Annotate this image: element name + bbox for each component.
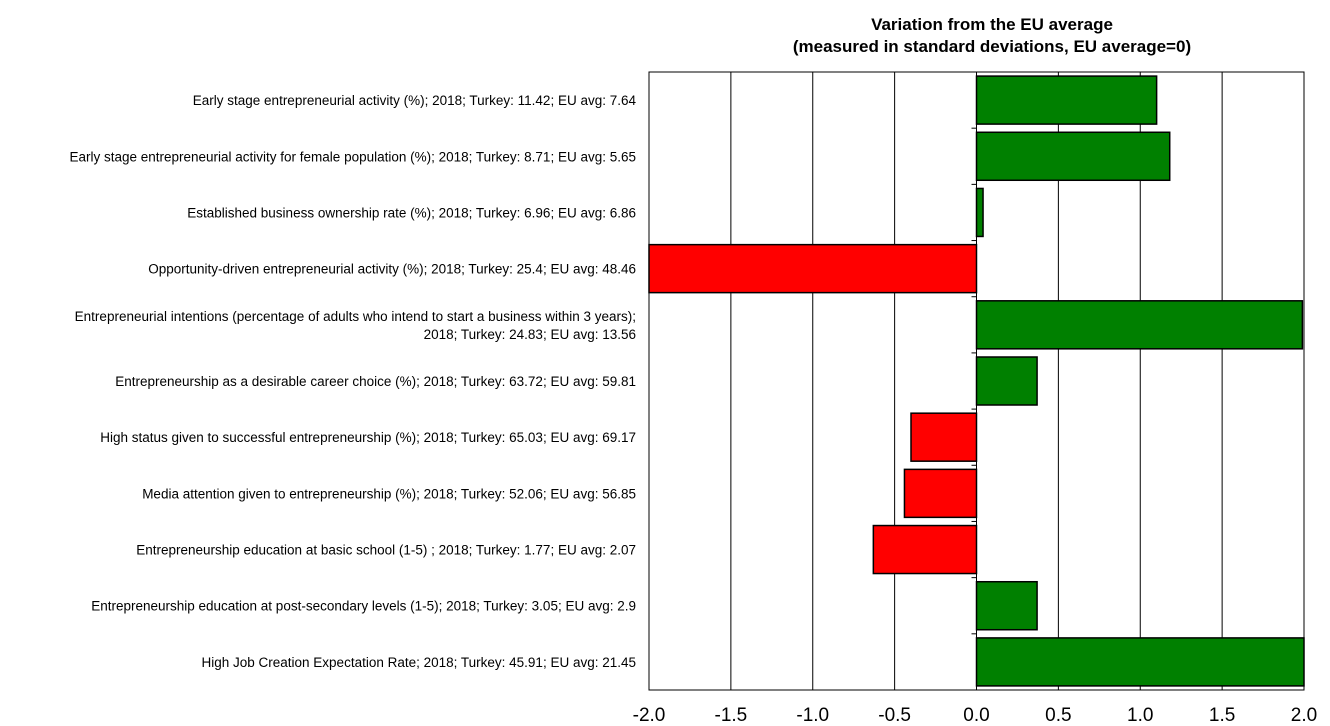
bar: [975, 580, 1038, 631]
bar: [872, 524, 978, 575]
category-label: 2018; Turkey: 24.83; EU avg: 13.56: [424, 327, 636, 342]
chart-title: Variation from the EU average: [871, 15, 1113, 34]
category-label: Media attention given to entrepreneurshi…: [142, 486, 636, 501]
bar: [910, 412, 978, 462]
x-tick-label: -2.0: [633, 705, 666, 726]
plot-frame: [648, 71, 1305, 691]
category-label: High status given to successful entrepre…: [100, 430, 636, 445]
category-labels: Early stage entrepreneurial activity (%)…: [69, 93, 636, 670]
x-tick-label: 0.0: [963, 705, 989, 726]
bar: [648, 243, 978, 294]
category-label: Established business ownership rate (%);…: [187, 205, 636, 220]
category-label: Early stage entrepreneurial activity for…: [69, 149, 636, 164]
x-tick-label: 1.5: [1209, 705, 1235, 726]
category-label: Entrepreneurship as a desirable career c…: [115, 374, 636, 389]
bar: [975, 187, 984, 238]
x-tick-label: 2.0: [1291, 705, 1317, 726]
chart-subtitle: (measured in standard deviations, EU ave…: [793, 37, 1191, 56]
bars: [648, 75, 1305, 687]
bar: [975, 356, 1038, 406]
bar: [975, 131, 1171, 182]
category-label: High Job Creation Expectation Rate; 2018…: [201, 655, 636, 670]
category-label: Entrepreneurship education at post-secon…: [91, 599, 636, 614]
x-tick-labels: -2.0 -1.5 -1.0 -0.5 0.0 0.5 1.0 1.5 2.0: [633, 705, 1318, 726]
bar: [975, 637, 1305, 687]
bar: [975, 300, 1304, 350]
category-label: Entrepreneurial intentions (percentage o…: [75, 309, 636, 324]
x-tick-label: -1.5: [715, 705, 748, 726]
x-tick-label: -0.5: [878, 705, 911, 726]
x-tick-label: -1.0: [796, 705, 829, 726]
bar: [903, 468, 978, 519]
category-label: Opportunity-driven entrepreneurial activ…: [148, 262, 636, 277]
x-tick-label: 1.0: [1127, 705, 1153, 726]
category-label: Entrepreneurship education at basic scho…: [136, 543, 636, 558]
bar: [975, 75, 1158, 125]
x-tick-label: 0.5: [1045, 705, 1071, 726]
category-label: Early stage entrepreneurial activity (%)…: [193, 93, 637, 108]
